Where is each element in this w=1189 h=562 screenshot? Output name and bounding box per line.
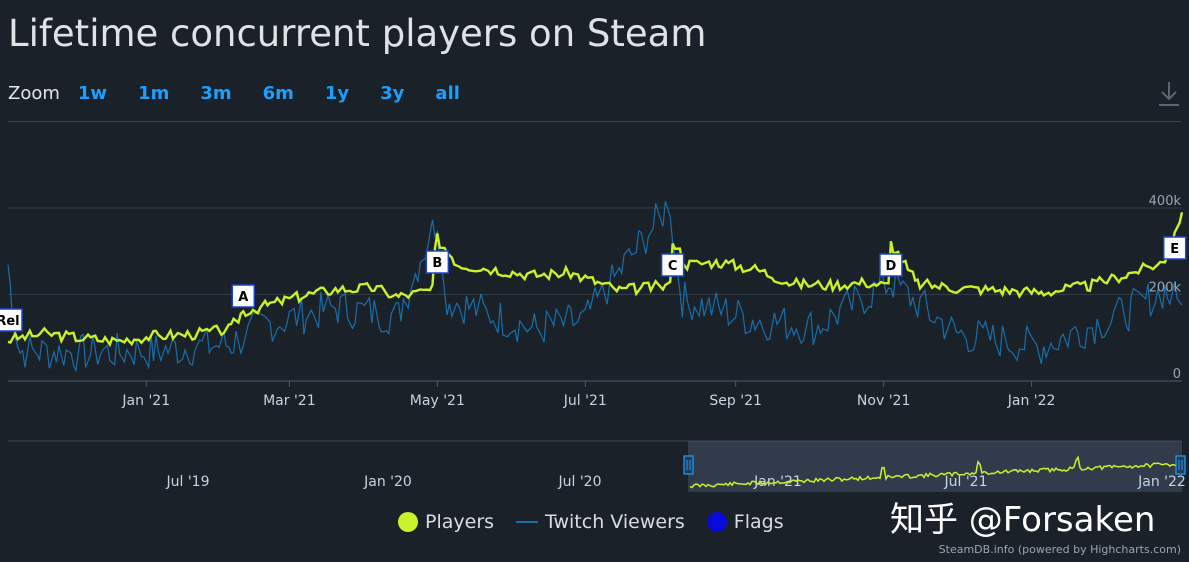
zoom-1y-button[interactable]: 1y <box>324 82 350 104</box>
zoom-1m-button[interactable]: 1m <box>138 82 170 104</box>
flag-label: Rel <box>0 314 20 329</box>
zoom-3m-button[interactable]: 3m <box>200 82 232 104</box>
navigator-tick-label: Jan '22 <box>1137 474 1186 490</box>
flag-e: E <box>1162 236 1187 260</box>
flag-label: D <box>886 259 897 274</box>
flag-box <box>879 253 903 277</box>
flag-box <box>0 308 23 332</box>
flag-label: A <box>238 290 248 305</box>
navigator-tick-label: Jul '19 <box>165 474 209 490</box>
navigator-players-line <box>689 455 1181 489</box>
zoom-all-button[interactable]: all <box>435 82 460 104</box>
y-tick-label: 0 <box>1173 367 1181 382</box>
players-chart: Rel A B C D E Jan '21 Mar '21 May '21 Jul '21 Sep… <box>0 194 1187 492</box>
twitch-line-icon <box>516 521 539 523</box>
credits: SteamDB.info (powered by Highcharts.com) <box>938 543 1181 556</box>
page-title: Lifetime concurrent players on Steam <box>8 12 707 55</box>
players-series <box>7 212 1184 348</box>
watermark: 知乎 @Forsaken <box>890 500 1156 540</box>
zoom-3y-button[interactable]: 3y <box>380 82 405 104</box>
flag-box <box>1162 236 1187 260</box>
x-axis-ticks: Jan '21 Mar '21 May '21 Jul '21 Sep '21 Nov '… <box>121 381 1055 409</box>
legend-label-twitch: Twitch Viewers <box>545 511 685 533</box>
twitch-viewers-line <box>7 201 1183 373</box>
flag-c: C <box>660 253 685 277</box>
x-tick-label: May '21 <box>410 393 465 409</box>
x-tick-label: Sep '21 <box>709 393 762 409</box>
grid-lines <box>8 207 1182 382</box>
y-axis-ticks: 0 200k 400k <box>1149 194 1182 382</box>
x-tick-label: Jan '21 <box>121 393 170 409</box>
zoom-label: Zoom <box>8 82 60 104</box>
flag-label: E <box>1170 242 1179 257</box>
y-tick-label: 200k <box>1149 281 1182 296</box>
toolbar-divider <box>8 121 1181 122</box>
zoom-1w-button[interactable]: 1w <box>77 82 108 104</box>
legend-item-players[interactable]: Players <box>398 511 494 533</box>
flag-a: A <box>231 284 256 308</box>
download-icon[interactable] <box>1156 80 1182 108</box>
zoom-6m-button[interactable]: 6m <box>262 82 294 104</box>
navigator-right-handle[interactable] <box>1175 455 1186 475</box>
flag-box <box>660 253 685 277</box>
flag-b: B <box>425 250 450 274</box>
twitch-viewers-series <box>7 201 1183 373</box>
x-tick-label: Mar '21 <box>263 393 316 409</box>
flag-label: C <box>668 259 678 274</box>
flag-box <box>231 284 256 308</box>
legend-label-flags: Flags <box>733 511 784 533</box>
flags-dot-icon <box>706 512 727 532</box>
zoom-bar: Zoom 1w 1m 3m 6m 1y 3y all <box>8 80 491 106</box>
legend-label-players: Players <box>425 511 495 533</box>
players-line <box>7 212 1184 348</box>
x-tick-label: Nov '21 <box>857 393 910 409</box>
flag-label: B <box>432 256 442 271</box>
legend-item-twitch[interactable]: Twitch Viewers <box>516 511 685 533</box>
players-dot-icon <box>398 512 418 532</box>
x-tick-label: Jan '22 <box>1007 393 1056 409</box>
navigator-left-handle[interactable] <box>683 455 694 475</box>
navigator-tick-label: Jul '20 <box>557 474 601 490</box>
flag-d: D <box>879 253 903 277</box>
legend: Players Twitch Viewers Flags <box>398 511 806 533</box>
navigator: Jul '19 Jan '20 Jul '20 Jan '21 Jul '21 Jan '… <box>8 440 1186 492</box>
x-tick-label: Jul '21 <box>563 393 607 409</box>
flag-box <box>425 250 450 274</box>
navigator-tick-label: Jan '20 <box>363 474 412 490</box>
navigator-tick-label: Jul '21 <box>943 474 987 490</box>
flags-series: Rel A B C D E <box>0 236 1187 332</box>
flag-rel: Rel <box>0 308 23 332</box>
legend-item-flags[interactable]: Flags <box>706 511 784 533</box>
y-tick-label: 400k <box>1149 194 1182 209</box>
